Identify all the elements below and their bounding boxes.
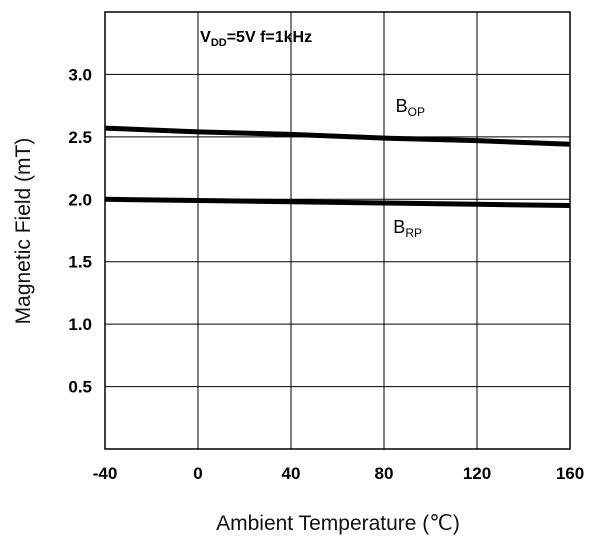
series-line-bop xyxy=(104,125,571,147)
tick-labels: -40 0 40 80 120 160 0.5 1.0 1.5 2.0 2.5 3.0 xyxy=(68,65,584,483)
x-tick-label: 40 xyxy=(282,464,301,483)
brp-label-main: B xyxy=(393,217,405,237)
y-tick-label: 1.5 xyxy=(68,253,92,272)
y-tick-label: 2.5 xyxy=(68,128,92,147)
x-axis-title: Ambient Temperature (℃) xyxy=(216,512,460,535)
series-label-bop: BOP xyxy=(396,96,425,119)
series-line-brp xyxy=(104,196,571,208)
condition-v-main: V xyxy=(200,29,211,46)
brp-label-sub: RP xyxy=(405,226,422,240)
condition-v-sub: DD xyxy=(211,37,227,49)
series-label-brp: BRP xyxy=(393,217,422,240)
condition-annotation: VDD=5V f=1kHz xyxy=(200,29,312,49)
x-tick-label: 0 xyxy=(193,464,202,483)
x-tick-label: 160 xyxy=(556,464,584,483)
y-axis-title: Magnetic Field (mT) xyxy=(12,138,35,325)
bop-label-sub: OP xyxy=(408,105,425,119)
y-tick-label: 0.5 xyxy=(68,378,92,397)
y-tick-label: 2.0 xyxy=(68,190,92,209)
y-tick-label: 1.0 xyxy=(68,315,92,334)
x-tick-label: 80 xyxy=(375,464,394,483)
series-lines xyxy=(104,125,571,208)
bop-label-main: B xyxy=(396,96,408,116)
y-tick-label: 3.0 xyxy=(68,65,92,84)
plot-area-frame xyxy=(104,11,571,450)
x-tick-label: 120 xyxy=(463,464,491,483)
x-tick-label: -40 xyxy=(93,464,118,483)
condition-rest: =5V f=1kHz xyxy=(227,29,312,46)
